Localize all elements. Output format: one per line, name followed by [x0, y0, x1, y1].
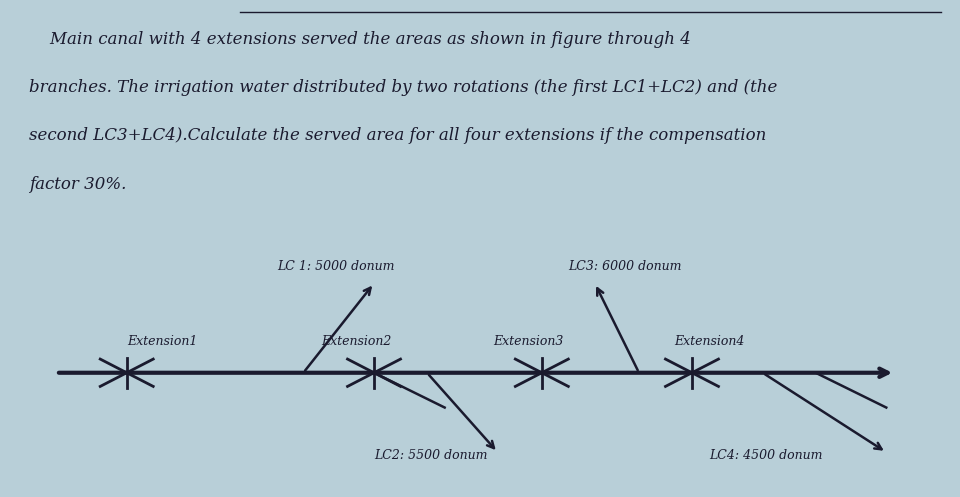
Text: LC4: 4500 donum: LC4: 4500 donum — [709, 449, 823, 462]
Text: second LC3+LC4).Calculate the served area for all four extensions if the compens: second LC3+LC4).Calculate the served are… — [29, 127, 766, 145]
Text: Extension1: Extension1 — [127, 335, 197, 348]
Text: branches. The irrigation water distributed by two rotations (the first LC1+LC2) : branches. The irrigation water distribut… — [29, 80, 778, 96]
Text: Extension4: Extension4 — [675, 335, 745, 348]
Text: Extension3: Extension3 — [493, 335, 564, 348]
Text: LC2: 5500 donum: LC2: 5500 donum — [374, 449, 488, 462]
Text: LC 1: 5000 donum: LC 1: 5000 donum — [276, 260, 395, 273]
Text: Main canal with 4 extensions served the areas as shown in figure through 4: Main canal with 4 extensions served the … — [29, 31, 690, 48]
Text: LC3: 6000 donum: LC3: 6000 donum — [568, 260, 682, 273]
Text: Extension2: Extension2 — [322, 335, 392, 348]
Text: factor 30%.: factor 30%. — [29, 175, 126, 192]
